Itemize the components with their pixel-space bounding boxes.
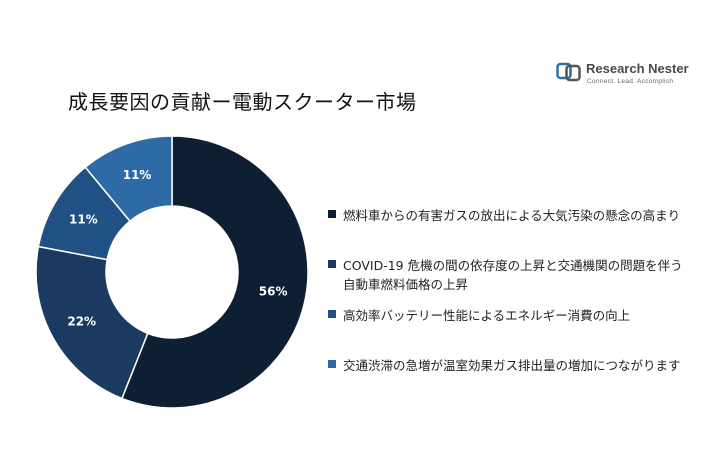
legend-swatch <box>328 310 336 318</box>
donut-chart: 56% 22% 11% 11% <box>35 135 309 409</box>
legend-label: 高効率バッテリー性能によるエネルギー消費の向上 <box>343 308 631 323</box>
donut-slice-4 <box>84 135 173 223</box>
legend-label: 交通渋滞の急増が温室効果ガス排出量の増加につながります <box>343 358 681 373</box>
slice-value-label-2: 22% <box>67 315 96 329</box>
logo-name: Research Nester <box>586 61 689 76</box>
legend-label: COVID-19 危機の間の依存度の上昇と交通機関の問題を伴う自動車燃料価格の上… <box>343 258 683 292</box>
slice-value-label-1: 56% <box>259 284 288 298</box>
chart-title: 成長要因の貢献ー電動スクーター市場 <box>68 90 417 114</box>
slice-value-label-3: 11% <box>69 213 98 227</box>
legend-swatch <box>328 260 336 268</box>
logo-mark-icon <box>556 62 581 82</box>
donut-slice-2 <box>35 245 149 400</box>
donut-slice-1 <box>120 135 309 409</box>
legend-label: 燃料車からの有害ガスの放出による大気汚染の懸念の高まり <box>343 208 681 223</box>
logo-tagline: Connect. Lead. Accomplish <box>587 78 674 85</box>
legend-swatch <box>328 210 336 218</box>
research-nester-logo: Research Nester Connect. Lead. Accomplis… <box>556 60 706 90</box>
legend-swatch <box>328 360 336 368</box>
slice-value-label-4: 11% <box>123 168 152 182</box>
